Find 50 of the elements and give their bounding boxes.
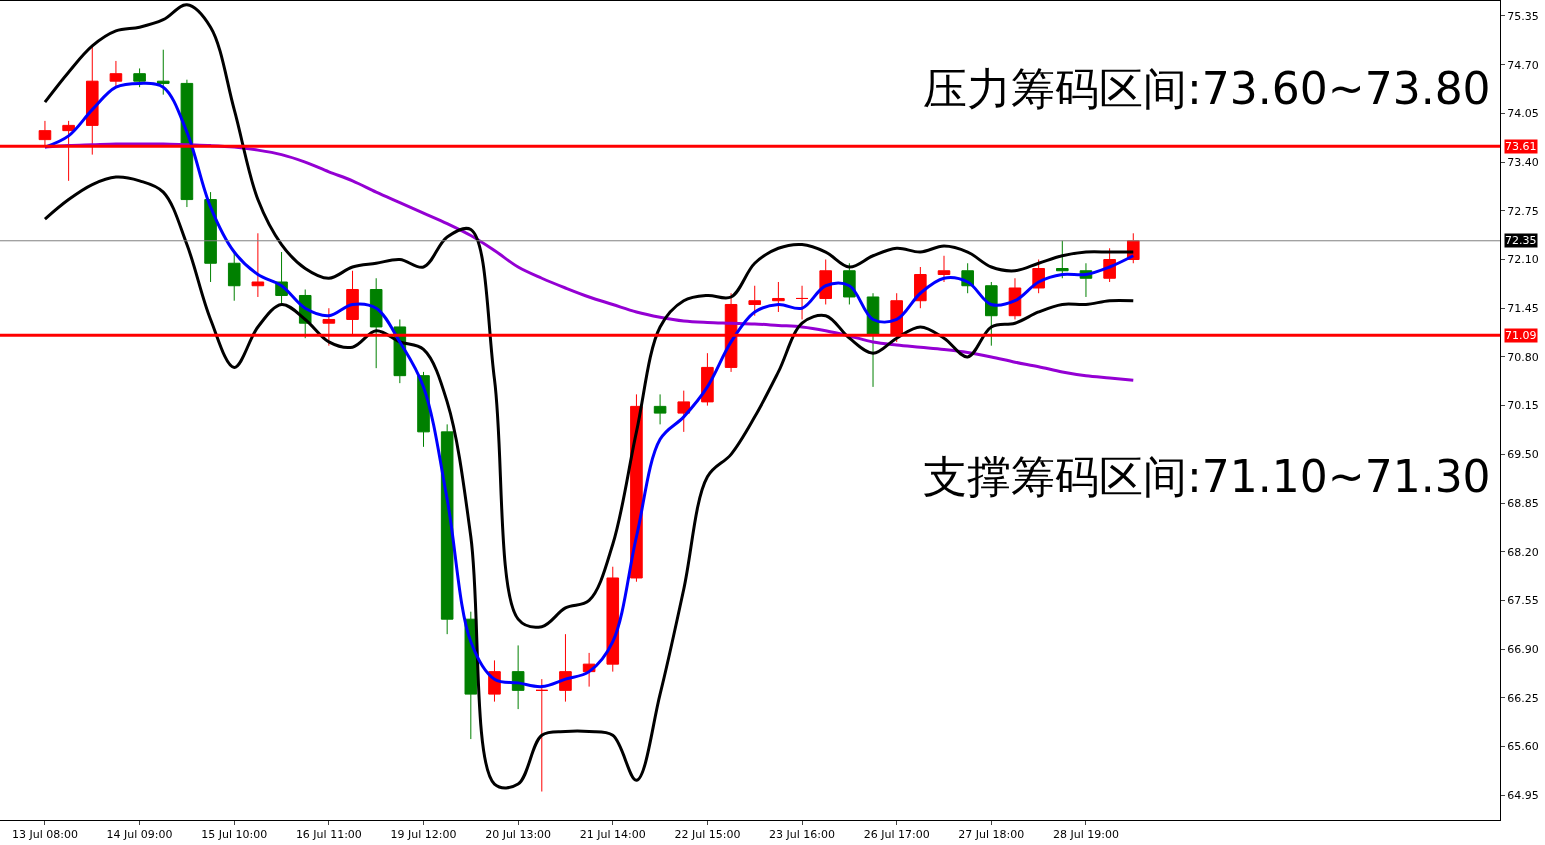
x-tick-label: 20 Jul 13:00 xyxy=(485,828,552,842)
ref-line-label: 73.61 xyxy=(1505,140,1537,153)
ref-line-label: 72.35 xyxy=(1505,234,1537,247)
x-tick-label: 21 Jul 14:00 xyxy=(579,828,646,842)
candlestick xyxy=(251,232,265,298)
x-tick-label: 27 Jul 18:00 xyxy=(958,828,1025,842)
y-tick-label: 68.20 xyxy=(1507,545,1539,559)
candlestick xyxy=(1056,240,1069,279)
annotation: 支撑筹码区间:71.10~71.30 xyxy=(923,451,1491,502)
x-tick-label: 14 Jul 09:00 xyxy=(106,828,173,842)
candlestick xyxy=(156,49,170,96)
x-tick-label: 16 Jul 11:00 xyxy=(295,828,362,842)
candlestick xyxy=(180,79,194,208)
y-tick-label: 65.60 xyxy=(1507,740,1539,754)
y-tick-label: 73.40 xyxy=(1507,155,1539,169)
candlestick xyxy=(937,255,951,283)
candlestick xyxy=(369,277,383,369)
candlestick xyxy=(606,566,620,673)
y-tick-label: 72.75 xyxy=(1507,204,1539,218)
y-tick-label: 66.25 xyxy=(1507,691,1539,705)
candlestick xyxy=(535,678,549,793)
candlestick xyxy=(748,285,762,317)
x-tick-label: 19 Jul 12:00 xyxy=(390,828,457,842)
y-tick-label: 71.45 xyxy=(1507,302,1539,316)
candlestick xyxy=(653,393,667,425)
y-tick-label: 64.95 xyxy=(1507,789,1539,803)
ref-line-label: 71.09 xyxy=(1505,329,1537,342)
x-tick-label: 22 Jul 15:00 xyxy=(674,828,741,842)
x-tick-label: 26 Jul 17:00 xyxy=(863,828,930,842)
x-tick-label: 28 Jul 19:00 xyxy=(1052,828,1119,842)
candlestick xyxy=(133,67,146,88)
y-tick-label: 72.10 xyxy=(1507,253,1539,267)
candlestick xyxy=(866,292,880,388)
x-tick-label: 13 Jul 08:00 xyxy=(11,828,78,842)
y-tick-label: 75.35 xyxy=(1507,9,1539,23)
y-tick-label: 70.80 xyxy=(1507,350,1539,364)
x-tick-label: 15 Jul 10:00 xyxy=(201,828,268,842)
y-tick-label: 70.15 xyxy=(1507,399,1539,413)
y-tick-label: 69.50 xyxy=(1507,448,1539,462)
candlestick xyxy=(109,60,123,88)
y-tick-label: 74.05 xyxy=(1507,107,1539,121)
y-tick-label: 66.90 xyxy=(1507,643,1539,657)
candlestick xyxy=(772,281,785,313)
y-tick-label: 67.55 xyxy=(1507,594,1539,608)
annotation: 压力筹码区间:73.60~73.80 xyxy=(923,63,1491,114)
y-tick-label: 68.85 xyxy=(1507,496,1539,510)
y-tick-label: 74.70 xyxy=(1507,58,1539,72)
candlestick xyxy=(440,423,454,635)
x-tick-label: 23 Jul 16:00 xyxy=(769,828,836,842)
candlestick xyxy=(677,390,691,433)
